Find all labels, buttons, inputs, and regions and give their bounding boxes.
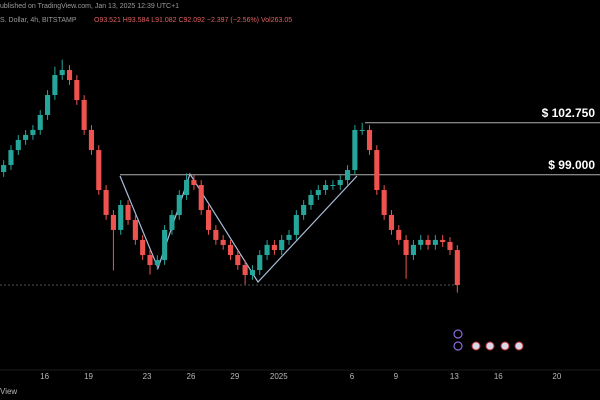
level-label: $ 99.000 <box>548 158 595 172</box>
candle-body <box>220 239 226 245</box>
candle-body <box>1 165 7 172</box>
candle-body <box>425 239 431 245</box>
source-text: ublished on TradingView.com, Jan 13, 202… <box>0 3 179 10</box>
x-tick-label: 13 <box>450 372 459 381</box>
x-tick-label: 20 <box>552 372 561 381</box>
candle-body <box>154 260 160 266</box>
indicator-icons <box>453 329 524 351</box>
candle-body <box>176 194 182 215</box>
candle-body <box>345 170 351 181</box>
x-tick-label: 23 <box>143 372 152 381</box>
candle-body <box>169 214 175 230</box>
icon <box>485 341 495 351</box>
footer-text: View <box>0 387 17 396</box>
icon <box>453 329 463 339</box>
x-tick-label: 9 <box>394 372 399 381</box>
candle-body <box>418 239 424 245</box>
candle-body <box>37 114 43 130</box>
x-tick-label: 19 <box>84 372 93 381</box>
candle-body <box>388 214 395 230</box>
icon <box>514 341 524 351</box>
candle-body <box>52 75 58 95</box>
x-tick-label: 29 <box>230 372 239 381</box>
candle-body <box>359 129 365 131</box>
icon <box>471 341 481 351</box>
candle-body <box>30 129 36 135</box>
candle-body <box>366 129 373 151</box>
candle-body <box>249 270 255 276</box>
candle-body <box>257 255 263 271</box>
symbol-text: S. Dollar, 4h, BITSTAMP <box>0 17 77 24</box>
candle-body <box>132 219 138 240</box>
candle-body <box>374 150 380 190</box>
candle-body <box>330 185 336 187</box>
x-tick-label: 16 <box>40 372 49 381</box>
candle-body <box>279 239 285 251</box>
candle-body <box>308 194 314 205</box>
candle-body <box>323 185 329 190</box>
x-tick-label: 2025 <box>270 372 288 381</box>
candle-body <box>118 204 124 230</box>
candle-body <box>271 244 277 251</box>
candle-body <box>96 150 102 190</box>
candle-body <box>110 214 116 230</box>
candle-body <box>352 129 358 171</box>
candle-body <box>286 234 292 240</box>
x-tick-label: 16 <box>494 372 503 381</box>
candle-body <box>381 189 387 215</box>
candle-body <box>454 250 460 285</box>
candle-body <box>81 99 87 130</box>
candle-body <box>301 204 307 215</box>
candle-body <box>432 239 438 245</box>
candle-body <box>45 94 51 115</box>
candle-body <box>440 239 446 243</box>
candle-body <box>235 255 241 266</box>
pattern-drawing <box>119 172 358 283</box>
candle-body <box>125 204 131 220</box>
candle-body <box>213 229 219 240</box>
x-tick-label: 6 <box>350 372 355 381</box>
candle-body <box>191 180 197 186</box>
candle-body <box>103 189 109 215</box>
candle-body <box>337 180 343 186</box>
candle-body <box>15 139 21 151</box>
candle-body <box>198 185 204 210</box>
candle-body <box>396 229 402 240</box>
candle-body <box>403 239 409 256</box>
icon <box>453 341 463 351</box>
candle-body <box>23 134 29 140</box>
candle-body <box>74 80 80 100</box>
candle-body <box>447 242 453 251</box>
candle-body <box>264 244 270 256</box>
candle-body <box>410 244 416 256</box>
candle-body <box>184 180 190 195</box>
candle-body <box>88 129 95 151</box>
candle-body <box>162 229 168 261</box>
candle-body <box>140 239 146 256</box>
icon <box>500 341 510 351</box>
candle-body <box>315 189 321 195</box>
ohlc-text: O93.521 H93.584 L91.082 C92.092 −2.397 (… <box>94 17 292 24</box>
x-tick-label: 26 <box>187 372 196 381</box>
candle-body <box>205 209 212 230</box>
candle-body <box>242 265 248 276</box>
level-label: $ 102.750 <box>542 106 596 120</box>
candle-body <box>66 70 73 81</box>
candle-body <box>8 150 14 166</box>
candle-body <box>147 255 153 266</box>
candle-body <box>227 244 234 256</box>
candle-body <box>59 70 65 76</box>
candle-body <box>293 214 299 235</box>
